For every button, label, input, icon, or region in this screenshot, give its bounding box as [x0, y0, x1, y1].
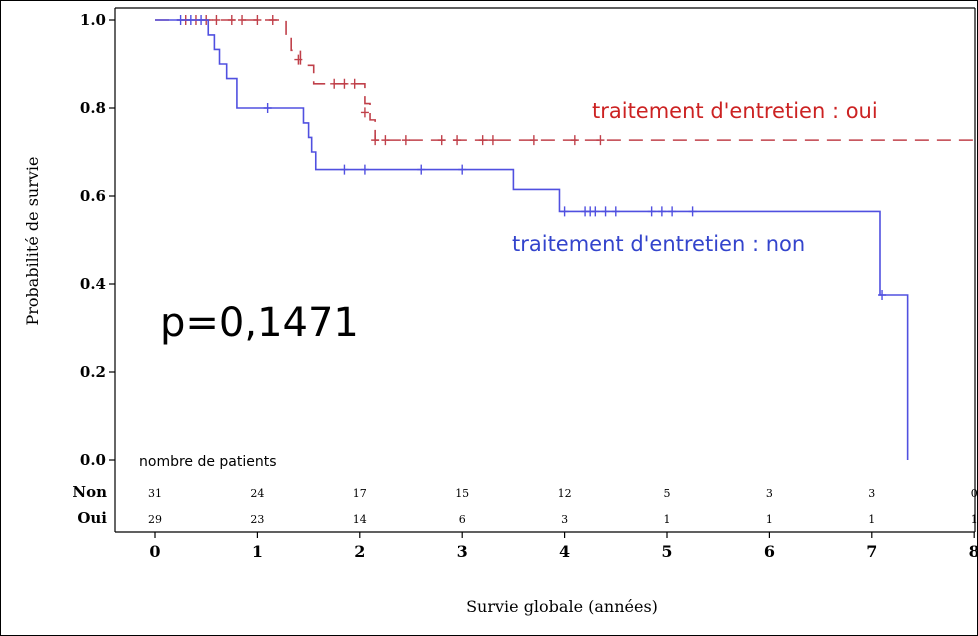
x-tick-label: 4: [559, 542, 570, 561]
censor-mark: [340, 164, 349, 175]
censor-mark: [401, 135, 410, 146]
series-label-non: traitement d'entretien : non: [512, 232, 805, 256]
x-tick-label: 7: [866, 542, 877, 561]
risk-count: 5: [664, 487, 671, 500]
censor-mark: [647, 206, 656, 217]
censor-mark: [227, 15, 236, 25]
risk-table-title: nombre de patients: [139, 454, 277, 470]
censor-mark: [417, 164, 426, 175]
censor-mark: [268, 15, 277, 25]
censor-mark: [458, 164, 467, 175]
risk-row-label: Non: [72, 483, 107, 501]
risk-count: 12: [558, 487, 572, 500]
censor-mark: [253, 15, 262, 25]
y-axis-label: Probabilité de survie: [23, 157, 42, 326]
x-tick-label: 8: [969, 542, 978, 561]
x-ticks: 0 1 2 3 4 5 6 7 8: [149, 532, 978, 561]
censor-mark: [360, 164, 369, 175]
x-tick-label: 6: [764, 542, 775, 561]
x-tick-label: 1: [252, 542, 263, 561]
y-tick-label: 1.0: [80, 11, 106, 29]
censor-mark: [611, 206, 620, 217]
y-tick-label: 0.6: [80, 187, 106, 205]
risk-count: 31: [148, 487, 162, 500]
x-tick-label: 2: [354, 542, 365, 561]
censor-mark: [668, 206, 677, 217]
x-tick-label: 0: [149, 542, 160, 561]
censor-mark: [601, 206, 610, 217]
series-layer: [155, 15, 978, 460]
km-curve-non: [155, 19, 909, 460]
km-curve-oui: [155, 19, 978, 141]
censor-mark: [437, 135, 446, 146]
x-axis-label: Survie globale (années): [466, 597, 658, 616]
censor-mark: [560, 206, 569, 217]
risk-count: 0: [971, 487, 978, 500]
y-tick-label: 0.4: [80, 275, 106, 293]
risk-count: 17: [353, 487, 367, 500]
censor-mark: [591, 206, 600, 217]
y-tick-label: 0.2: [80, 363, 106, 381]
censor-mark: [294, 54, 303, 65]
censor-mark: [688, 206, 697, 217]
censor-mark: [878, 290, 887, 300]
risk-count: 23: [250, 513, 264, 526]
series-label-oui: traitement d'entretien : oui: [592, 99, 878, 123]
censor-mark: [238, 15, 247, 25]
censor-mark: [176, 15, 185, 25]
risk-count: 1: [664, 513, 671, 526]
x-tick-label: 5: [661, 542, 672, 561]
risk-count: 24: [250, 487, 264, 500]
censor-mark: [596, 135, 605, 146]
risk-count: 6: [459, 513, 466, 526]
censor-mark: [488, 135, 497, 146]
risk-count: 1: [971, 513, 978, 526]
x-tick-label: 3: [457, 542, 468, 561]
censor-mark: [478, 135, 487, 146]
censor-mark: [197, 15, 206, 25]
y-ticks: 0.0 0.2 0.4 0.6 0.8 1.0: [80, 11, 115, 469]
censor-mark: [212, 15, 221, 25]
censor-mark: [657, 206, 666, 217]
censor-mark: [381, 135, 390, 146]
y-tick-label: 0.8: [80, 99, 106, 117]
censor-mark: [186, 15, 195, 25]
y-tick-label: 0.0: [80, 451, 106, 469]
p-value-annotation: p=0,1471: [160, 300, 359, 346]
censor-mark: [453, 135, 462, 146]
censor-mark: [360, 107, 369, 118]
censor-mark: [263, 103, 272, 113]
risk-count: 14: [353, 513, 367, 526]
censor-mark: [529, 135, 538, 146]
risk-count: 15: [455, 487, 469, 500]
censor-mark: [330, 78, 339, 89]
risk-count: 29: [148, 513, 162, 526]
risk-count: 1: [868, 513, 875, 526]
risk-count: 3: [766, 487, 773, 500]
censor-mark: [570, 135, 579, 146]
risk-count: 3: [868, 487, 875, 500]
censor-mark: [350, 78, 359, 89]
risk-row-label: Oui: [77, 509, 107, 527]
censor-mark: [340, 78, 349, 89]
risk-count: 3: [561, 513, 568, 526]
censor-mark: [371, 135, 380, 146]
risk-count: 1: [766, 513, 773, 526]
